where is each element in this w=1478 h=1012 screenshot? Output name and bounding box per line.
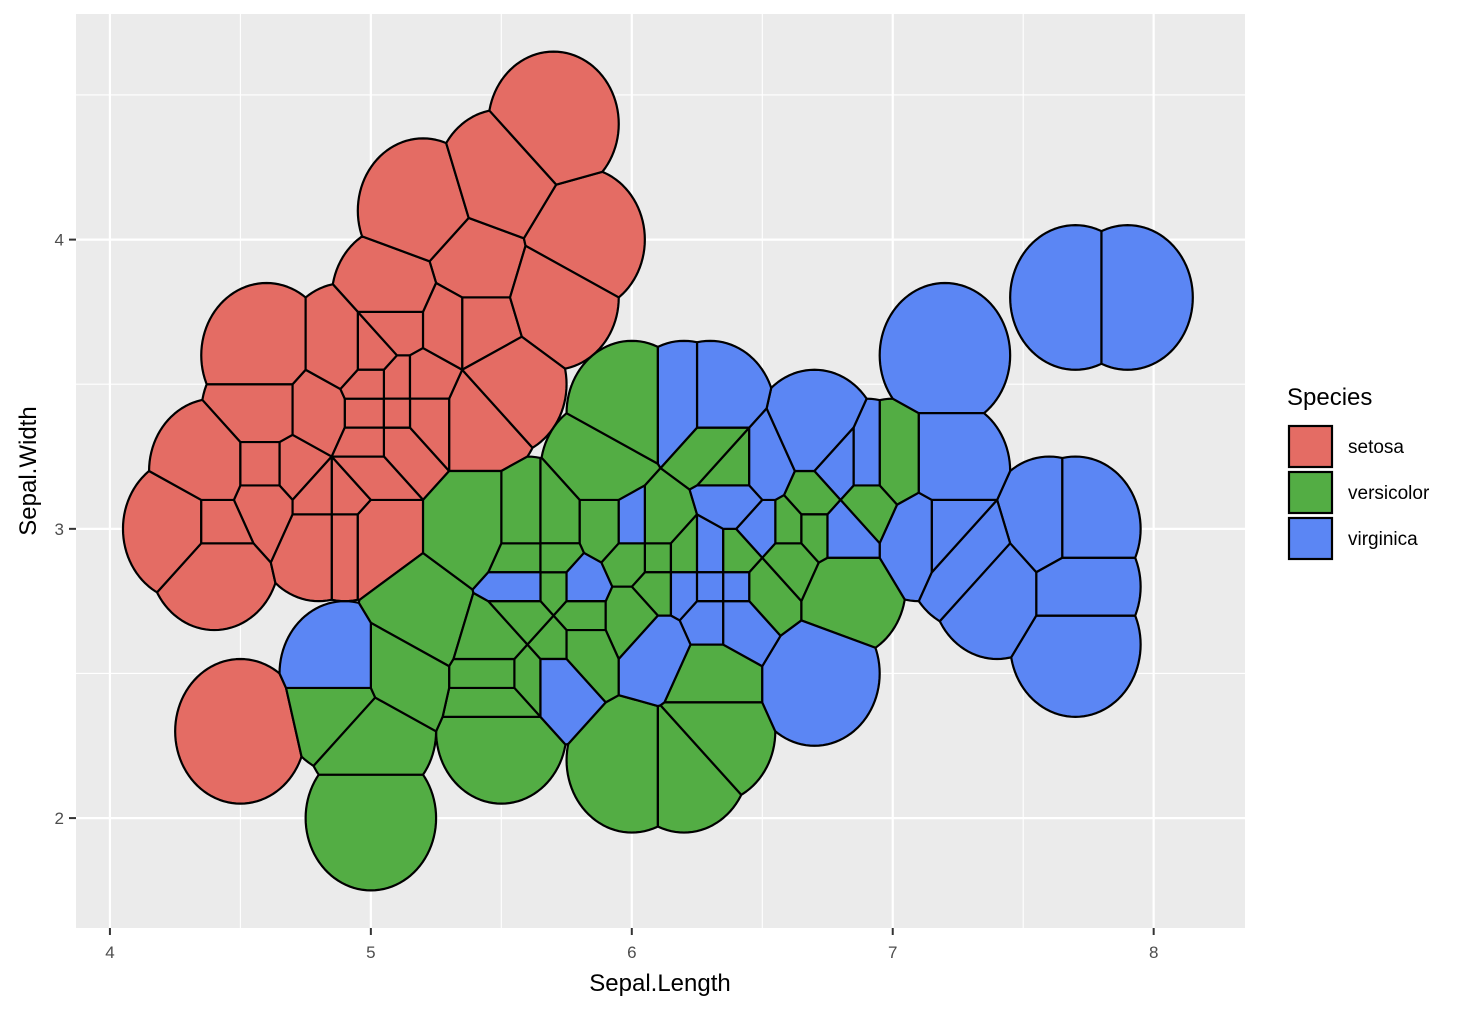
voronoi-cell-setosa [461, 335, 568, 449]
voronoi-cell-virginica [917, 412, 1012, 502]
voronoi-cell-virginica [669, 571, 699, 622]
x-tick-label: 5 [366, 943, 375, 962]
voronoi-cell-setosa [200, 281, 307, 386]
voronoi-cell-setosa [488, 50, 620, 186]
voronoi-cell-versicolor [565, 339, 659, 465]
voronoi-cell-setosa [155, 542, 277, 632]
voronoi-cells [121, 50, 1194, 892]
voronoi-cell-setosa [174, 657, 303, 805]
x-tick-label: 6 [627, 943, 636, 962]
voronoi-cell-virginica [617, 484, 646, 545]
voronoi-cell-versicolor [369, 621, 451, 733]
voronoi-cell-virginica [539, 657, 607, 746]
voronoi-cell-setosa [343, 397, 386, 429]
voronoi-cell-virginica [565, 551, 614, 603]
voronoi-cell-versicolor [500, 455, 542, 545]
voronoi-cell-versicolor [421, 469, 503, 591]
voronoi-cell-virginica [761, 619, 881, 747]
voronoi-cell-setosa [147, 398, 242, 502]
x-tick-label: 8 [1149, 943, 1158, 962]
voronoi-cell-setosa [421, 281, 464, 371]
legend-label-versicolor: versicolor [1348, 483, 1430, 504]
y-tick-label: 2 [55, 809, 64, 828]
voronoi-cell-virginica [1100, 224, 1194, 371]
voronoi-cell-setosa [269, 513, 333, 603]
y-tick-label: 4 [55, 231, 64, 250]
legend-label-virginica: virginica [1348, 529, 1418, 550]
voronoi-cell-virginica [278, 600, 372, 690]
voronoi-cell-setosa [291, 455, 333, 516]
voronoi-cell-virginica [813, 426, 855, 502]
voronoi-cell-setosa [330, 513, 359, 603]
voronoi-cell-versicolor [434, 715, 567, 805]
voronoi-cell-virginica [656, 339, 699, 470]
voronoi-cell-versicolor [304, 773, 438, 892]
voronoi-cell-virginica [722, 571, 751, 603]
voronoi-cell-setosa [121, 469, 203, 594]
voronoi-cell-versicolor [878, 397, 920, 506]
y-axis-title: Sepal.Width [15, 406, 42, 535]
voronoi-cell-virginica [938, 542, 1038, 661]
voronoi-cell-versicolor [312, 696, 438, 776]
voronoi-cell-virginica [471, 571, 542, 603]
voronoi-cell-virginica [1009, 224, 1103, 371]
legend-key-versicolor [1287, 470, 1334, 515]
voronoi-cell-setosa [339, 368, 386, 400]
voronoi-cell-setosa [330, 426, 386, 458]
voronoi-cell-virginica [826, 498, 881, 559]
voronoi-cell-versicolor [565, 694, 659, 834]
voronoi-cell-setosa [408, 346, 464, 400]
voronoi-cell-virginica [1061, 455, 1142, 559]
voronoi-cell-virginica [617, 614, 692, 708]
voronoi-cell-versicolor [656, 704, 743, 834]
voronoi-cell-setosa [382, 397, 412, 429]
y-tick-label: 3 [55, 520, 64, 539]
voronoi-cell-virginica [695, 571, 725, 603]
voronoi-cell-setosa [445, 109, 558, 240]
voronoi-cell-virginica [930, 498, 999, 574]
voronoi-cell-versicolor [448, 657, 516, 690]
x-tick-label: 7 [888, 943, 897, 962]
voronoi-cell-setosa [239, 440, 281, 487]
legend: Species setosa versicolor virginica [1287, 384, 1430, 561]
y-axis: 2 3 4 [55, 231, 76, 828]
x-axis: 4 5 6 7 8 [105, 928, 1158, 962]
voronoi-cell-versicolor [643, 542, 673, 574]
legend-key-setosa [1287, 424, 1334, 469]
voronoi-cell-virginica [688, 484, 764, 530]
voronoi-cell-setosa [356, 137, 470, 263]
x-tick-label: 4 [105, 943, 114, 962]
legend-label-setosa: setosa [1348, 437, 1404, 458]
legend-title: Species [1287, 384, 1372, 411]
voronoi-cell-virginica [1035, 556, 1142, 617]
voronoi-cell-virginica [878, 281, 1012, 415]
legend-key-virginica [1287, 516, 1334, 561]
x-axis-title: Sepal.Length [589, 970, 730, 997]
voronoi-cell-versicolor [659, 701, 777, 796]
